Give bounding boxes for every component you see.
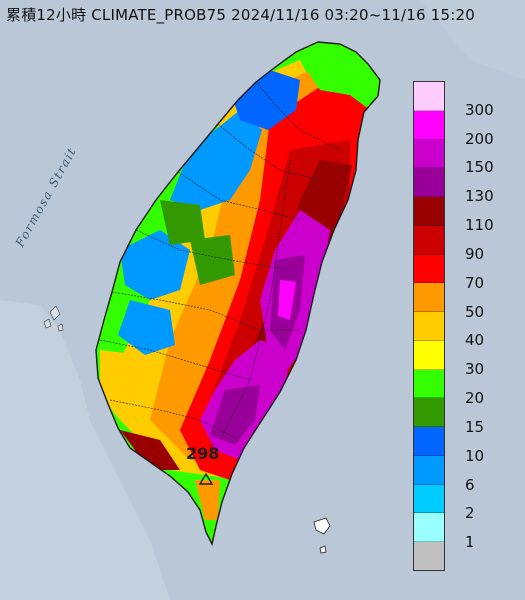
legend-label: 15 [465,417,485,436]
legend-label: 6 [465,475,475,494]
county-boundaries [99,81,341,441]
legend-swatch [414,427,444,456]
legend-label: 2 [465,504,475,523]
legend-swatch [414,225,444,255]
legend-swatch [414,110,444,140]
legend-swatch [414,283,444,313]
legend-label: 70 [465,273,485,292]
legend-colorbar [413,81,445,571]
legend-swatch [414,398,444,428]
map-title: 累積12小時 CLIMATE_PROB75 2024/11/16 03:20~1… [6,6,475,24]
legend-swatch [414,168,444,198]
legend-swatch [414,197,444,226]
legend-swatch [414,82,444,111]
legend-label: 300 [465,100,494,119]
legend-swatch [414,369,444,399]
max-marker-icon [198,472,214,485]
legend-label: 90 [465,244,485,263]
legend-label: 110 [465,216,494,235]
legend-swatch [414,455,444,485]
legend-label: 150 [465,158,494,177]
legend-swatch [414,542,444,571]
max-value-label: 298 [186,444,220,463]
legend-label: 50 [465,302,485,321]
legend-label: 1 [465,533,475,552]
legend-label: 20 [465,389,485,408]
orchid-island [313,517,331,554]
legend-swatch [414,254,444,284]
penghu-islands [43,305,64,332]
legend-label: 200 [465,129,494,148]
legend-swatch [414,513,444,543]
legend-swatch [414,484,444,514]
legend-swatch [414,340,444,370]
legend: 300 200 150 130 110 90 70 50 40 30 20 15 10 6 2 1 [413,81,513,571]
legend-label: 130 [465,187,494,206]
legend-label: 30 [465,360,485,379]
legend-label: 40 [465,331,485,350]
legend-swatch [414,139,444,169]
legend-label: 10 [465,446,485,465]
legend-swatch [414,312,444,341]
